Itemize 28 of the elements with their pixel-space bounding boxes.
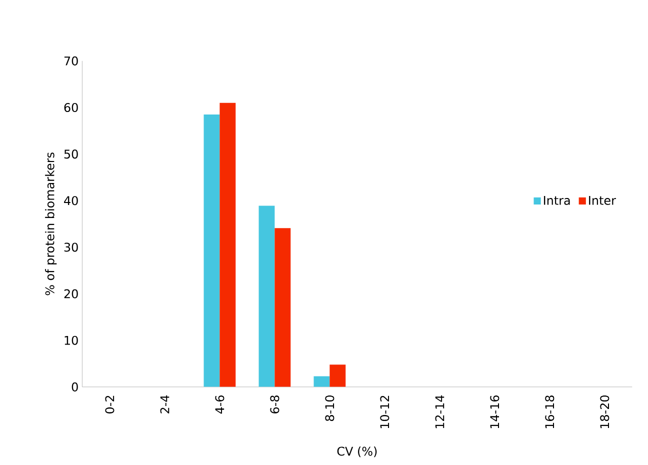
x-tick-label: 6-8 [270,396,280,414]
y-tick-label: 50 [64,150,78,159]
x-tick-label: 10-12 [380,396,390,428]
bar [204,114,220,387]
legend-label: Inter [589,196,616,205]
y-tick-label: 60 [64,103,78,112]
x-tick-label: 2-4 [160,395,170,414]
y-tick-label: 30 [64,242,78,252]
x-tick-label: 14-16 [490,396,500,428]
y-tick-label: 20 [64,289,78,298]
y-tick-label: 0 [72,382,78,392]
legend-label: Intra [544,196,570,205]
y-tick-label: 40 [64,196,78,206]
bar [314,376,330,387]
x-tick-label: 16-18 [545,396,554,428]
x-tick-label: 8-10 [325,396,334,422]
x-tick-label: 12-14 [435,395,444,428]
bar [258,206,275,387]
bar [220,102,236,387]
y-tick-label: 10 [64,336,78,345]
y-tick-label: 70 [64,56,78,66]
bar [274,228,291,387]
bar [330,364,346,387]
x-tick-label: 4-6 [215,396,224,414]
x-tick-label: 0-2 [105,396,114,414]
y-axis-title: % of protein biomarkers [45,152,57,296]
x-axis-title: CV (%) [337,446,377,458]
x-tick-label: 18-20 [600,396,610,428]
